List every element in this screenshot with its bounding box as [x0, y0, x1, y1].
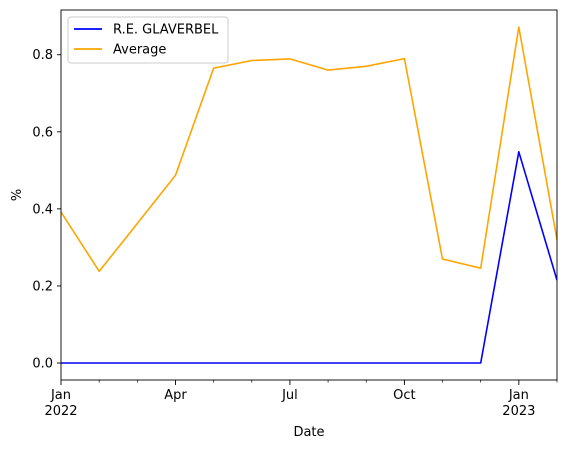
- series-line-1: [61, 26, 557, 273]
- legend: R.E. GLAVERBEL Average: [67, 16, 229, 64]
- y-axis-label: %: [10, 189, 25, 201]
- x-tick-label: Jan: [508, 388, 529, 403]
- x-tick-year-label: 2022: [44, 404, 77, 419]
- x-tick-label: Oct: [393, 388, 415, 403]
- legend-entry-label: Average: [113, 43, 166, 58]
- plot-area-frame: [60, 9, 558, 381]
- x-tick-label: Jul: [281, 388, 298, 403]
- y-tick-label: 0.6: [32, 125, 53, 140]
- y-tick-label: 0.4: [32, 202, 53, 217]
- x-tick-label: Jan: [50, 388, 71, 403]
- series-line-0: [61, 151, 557, 364]
- x-tick-label: Apr: [164, 388, 187, 403]
- x-axis-label: Date: [293, 425, 324, 440]
- legend-entry-label: R.E. GLAVERBEL: [113, 23, 219, 38]
- y-tick-label: 0.8: [32, 48, 53, 63]
- y-tick-label: 0.0: [32, 357, 53, 372]
- x-tick-year-label: 2023: [502, 404, 535, 419]
- y-tick-label: 0.2: [32, 279, 53, 294]
- legend-box: [67, 16, 229, 64]
- y-axis-ticks: 0.0 0.2 0.4 0.6 0.8: [32, 48, 61, 372]
